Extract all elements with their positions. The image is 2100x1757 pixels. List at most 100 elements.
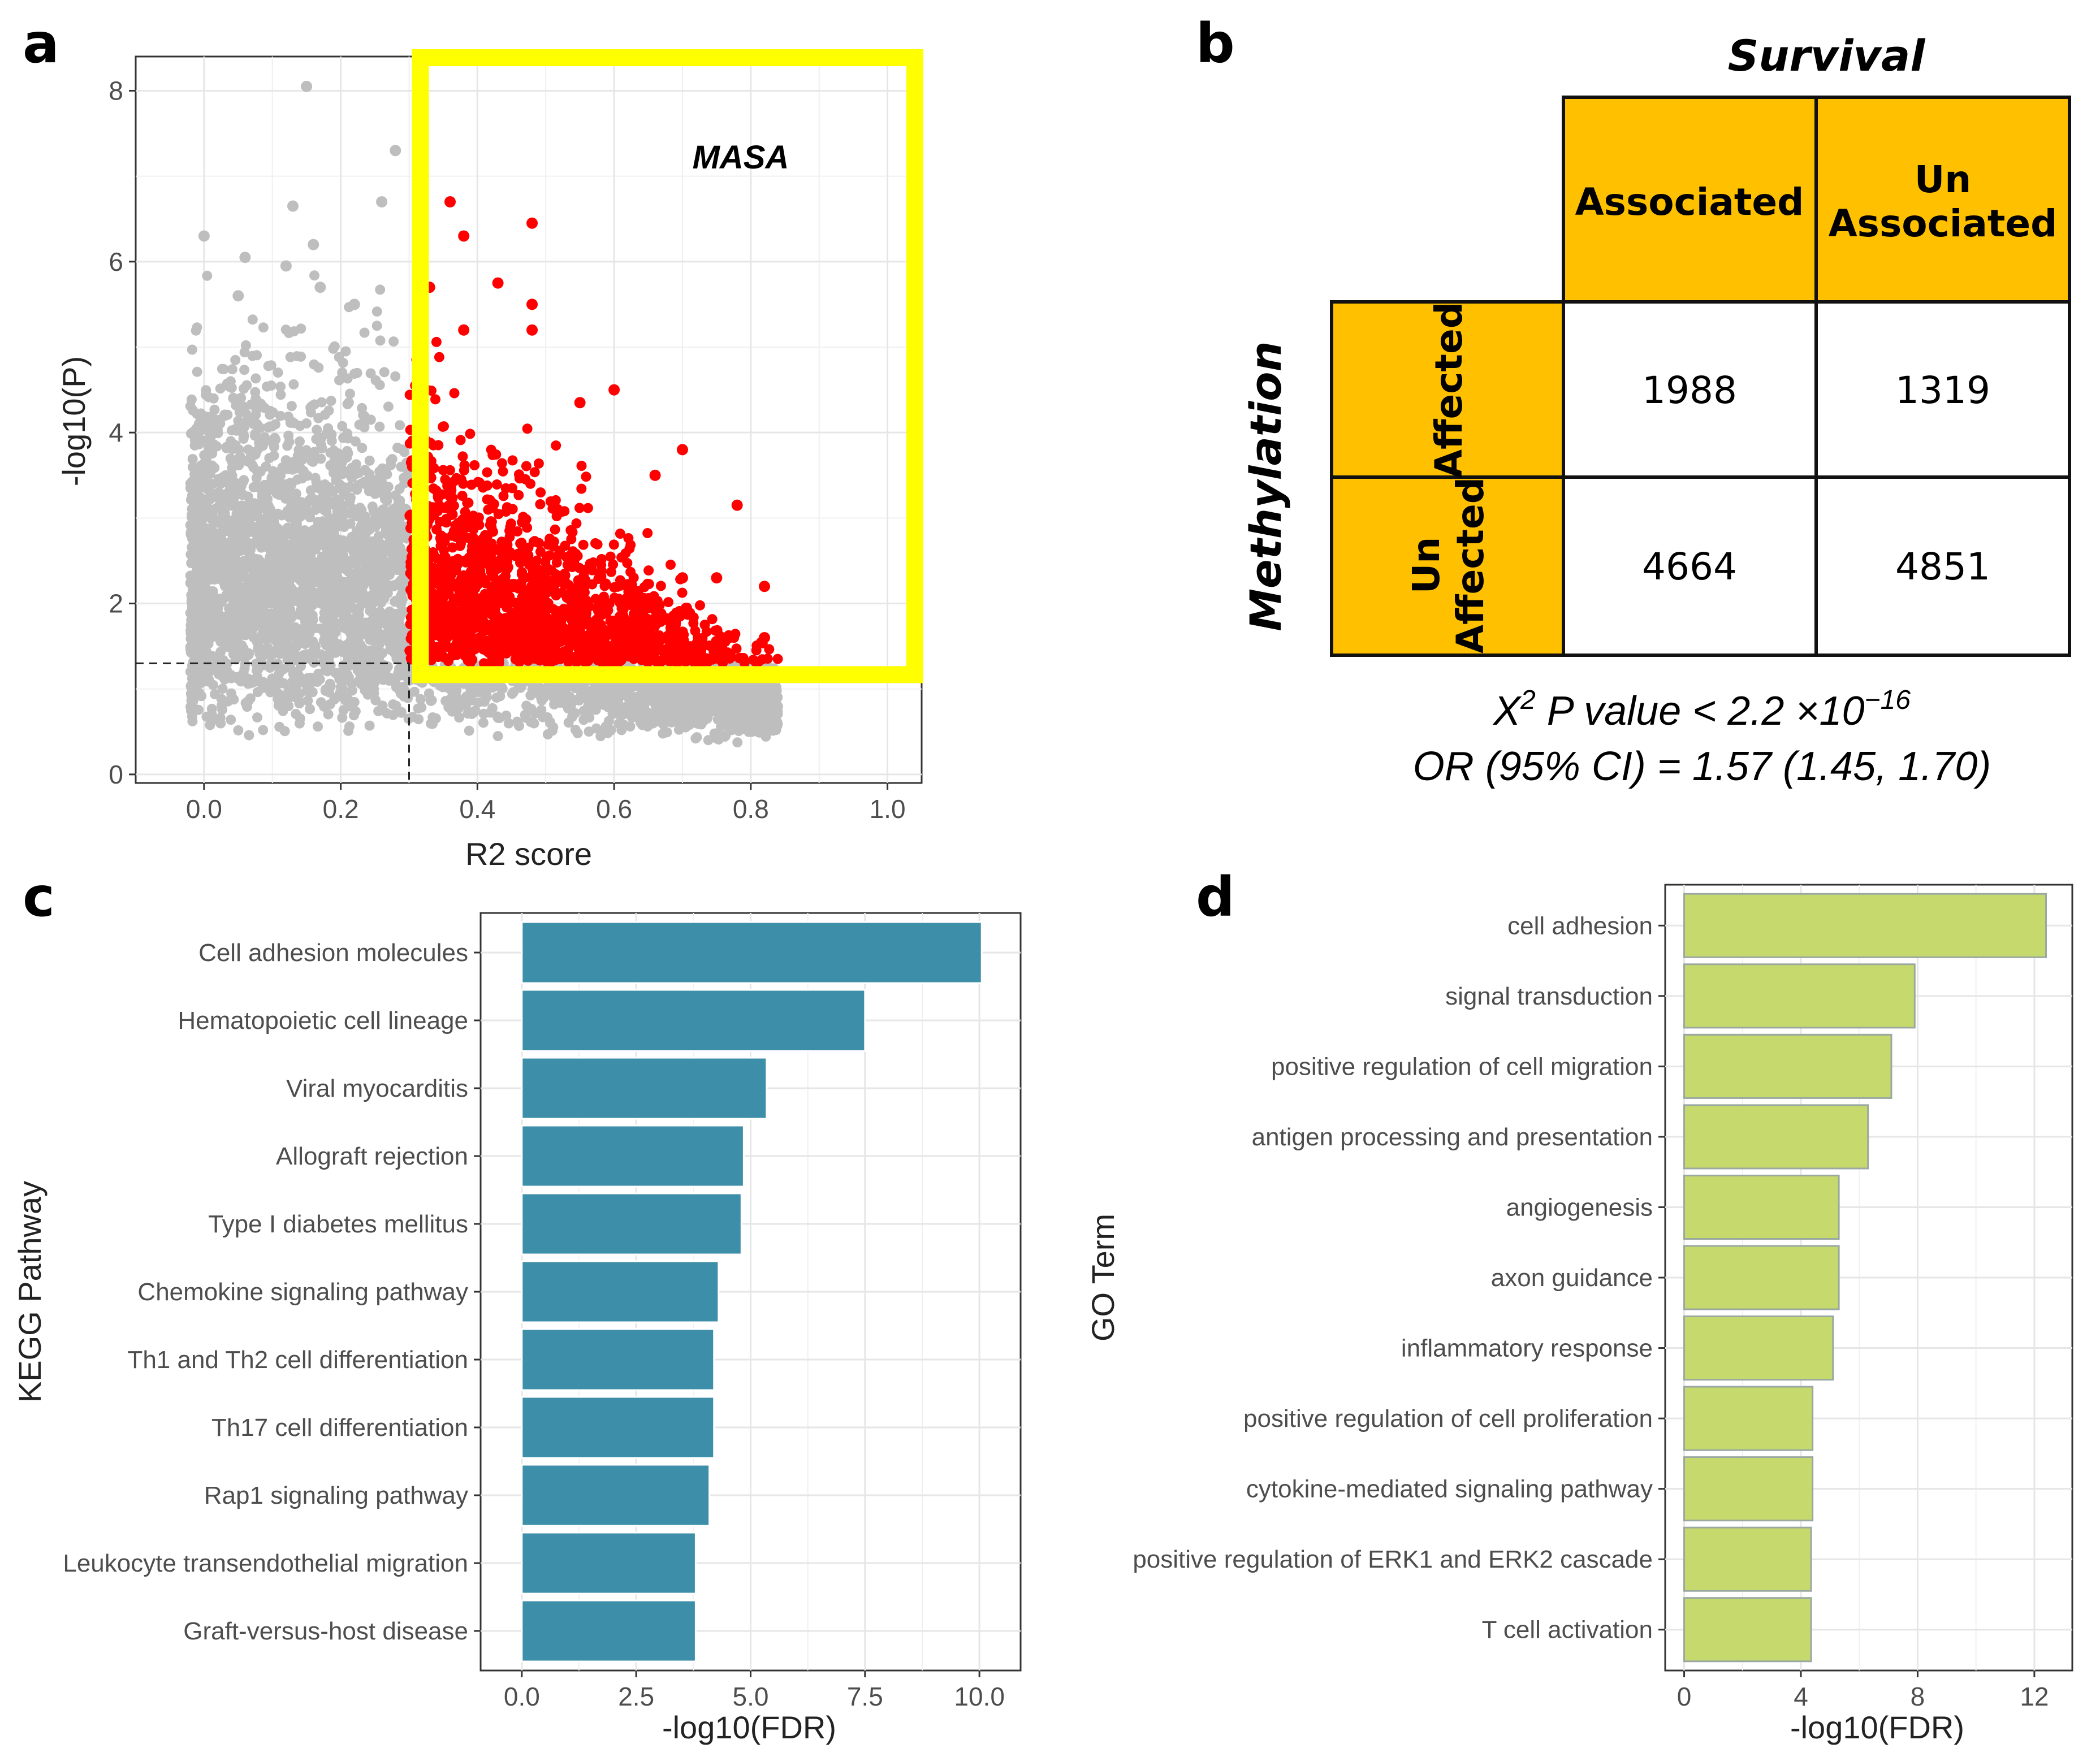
grey-point [187, 484, 197, 494]
grey-point [194, 616, 204, 626]
grey-point [329, 529, 339, 539]
grey-point [349, 559, 360, 569]
grey-point [357, 620, 368, 630]
grey-point [241, 594, 251, 604]
grey-point [296, 352, 306, 362]
grey-point [375, 284, 385, 295]
grey-point [275, 595, 286, 605]
grey-point [228, 694, 239, 704]
grey-point [301, 448, 311, 458]
grey-point [265, 504, 275, 514]
grey-point [464, 726, 474, 736]
grey-point [260, 403, 270, 413]
grey-point [578, 706, 589, 716]
grey-point [188, 454, 198, 464]
grey-point [440, 696, 451, 706]
grey-point [218, 683, 228, 694]
grey-point [351, 459, 361, 469]
grey-point [394, 638, 404, 648]
grey-point [252, 712, 262, 722]
grey-point [217, 700, 227, 711]
grey-point [288, 669, 299, 679]
red-point [677, 588, 688, 598]
red-point [431, 486, 442, 496]
red-point [643, 565, 654, 575]
grey-point [660, 697, 670, 707]
grey-point [205, 429, 215, 439]
grey-point [466, 683, 476, 693]
grey-point [240, 612, 250, 622]
grey-point [228, 649, 239, 659]
grey-point [378, 563, 388, 573]
grey-point [373, 706, 383, 716]
grey-point [251, 499, 261, 509]
grey-point [275, 470, 286, 481]
grey-point [619, 720, 629, 730]
grey-point [330, 620, 340, 630]
grey-point [215, 719, 226, 729]
grey-point [330, 460, 340, 470]
grey-point [326, 396, 336, 406]
grey-point [392, 443, 403, 453]
grey-point [316, 697, 326, 707]
red-point [535, 547, 546, 557]
grey-point [372, 321, 382, 331]
grey-point [278, 575, 288, 585]
grey-point [733, 706, 744, 716]
grey-point [373, 487, 383, 497]
grey-point [236, 521, 247, 531]
grey-point [625, 684, 636, 694]
grey-point [325, 499, 335, 509]
red-point [516, 538, 526, 548]
grey-point [390, 371, 400, 382]
grey-point [345, 389, 355, 399]
grey-point [332, 640, 342, 650]
grey-point [343, 434, 353, 444]
grey-point [203, 448, 213, 458]
red-point [551, 495, 561, 505]
red-point [478, 483, 488, 493]
grey-point [250, 373, 261, 383]
grey-point [283, 701, 293, 711]
grey-point [365, 721, 375, 731]
red-point [508, 455, 518, 465]
grey-point [390, 596, 400, 607]
grey-point [395, 496, 405, 506]
red-point [535, 487, 546, 497]
grey-point [342, 452, 352, 462]
grey-point [745, 720, 755, 730]
grey-point [219, 670, 230, 680]
grey-point [196, 540, 206, 550]
grey-point [291, 591, 301, 601]
grey-point [356, 505, 366, 516]
grey-point [234, 460, 244, 470]
red-point [609, 539, 619, 549]
red-point [501, 507, 511, 517]
grey-point [211, 631, 222, 641]
grey-point [229, 562, 239, 573]
grey-point [343, 578, 353, 588]
red-point [457, 491, 468, 501]
grey-point [713, 715, 723, 725]
grey-point [322, 521, 332, 531]
grey-point [397, 607, 407, 617]
grey-point [591, 724, 602, 734]
grey-point [369, 565, 379, 575]
red-point [445, 465, 455, 475]
grey-point [308, 590, 318, 600]
grey-point [708, 687, 719, 697]
grey-point [348, 470, 358, 481]
red-point [550, 525, 560, 535]
grey-point [590, 687, 600, 698]
grey-point [292, 565, 303, 575]
grey-point [732, 737, 742, 747]
grey-point [313, 721, 323, 732]
grey-point [265, 552, 275, 562]
grey-point [575, 682, 585, 693]
grey-point [698, 693, 708, 703]
grey-point [185, 667, 196, 677]
grey-point [228, 581, 239, 591]
grey-point [353, 676, 364, 686]
grey-point [231, 400, 241, 410]
